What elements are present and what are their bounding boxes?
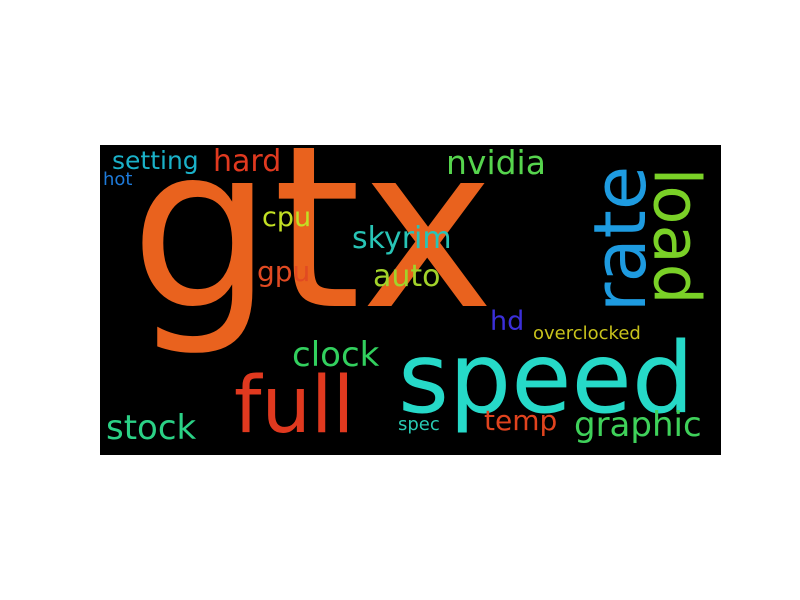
word-spec: spec	[398, 414, 440, 435]
word-overclocked: overclocked	[533, 323, 641, 344]
word-hard: hard	[213, 145, 282, 179]
word-full: full	[234, 361, 355, 451]
word-gpu: gpu	[257, 255, 311, 288]
word-speed: speed	[398, 322, 695, 436]
word-skyrim: skyrim	[352, 221, 452, 256]
word-hot: hot	[103, 169, 133, 190]
word-clock: clock	[292, 335, 380, 375]
word-cloud: gtx speed rate load full setting hard nv…	[100, 145, 721, 455]
word-load: load	[638, 167, 713, 305]
word-temp: temp	[484, 404, 558, 437]
word-setting: setting	[112, 146, 199, 175]
word-hd: hd	[490, 306, 525, 337]
word-cpu: cpu	[262, 202, 312, 233]
word-graphic: graphic	[574, 405, 702, 445]
word-stock: stock	[106, 408, 197, 448]
word-auto: auto	[373, 259, 441, 294]
word-nvidia: nvidia	[446, 145, 546, 182]
word-gtx: gtx	[130, 145, 495, 360]
